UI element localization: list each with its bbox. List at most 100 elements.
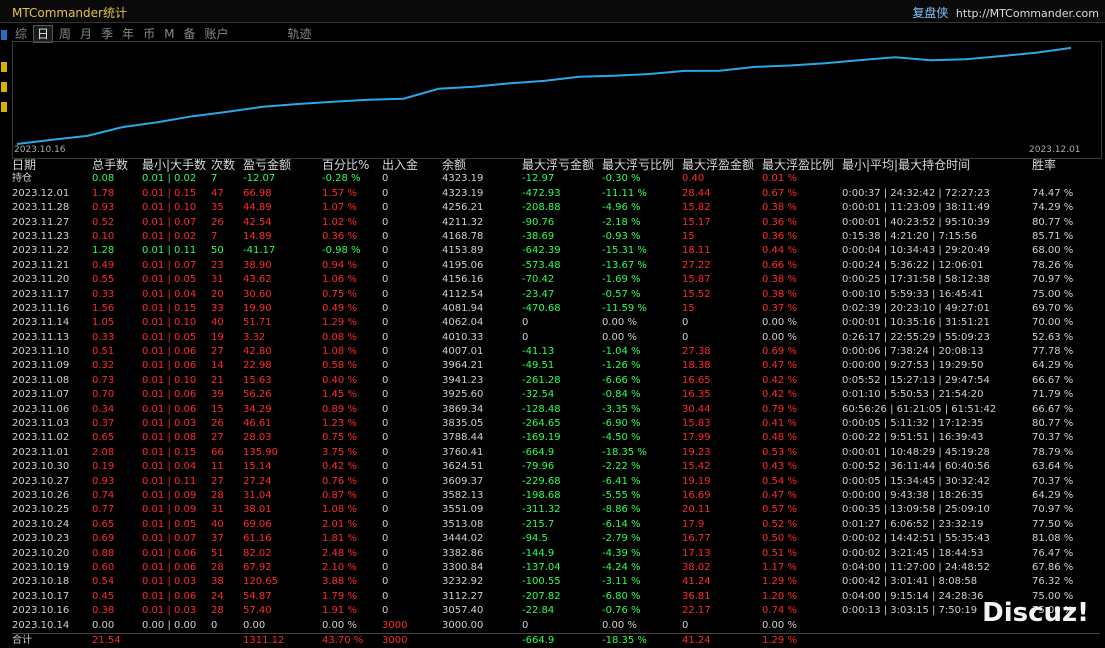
table-row[interactable]: 2023.12.01 1.78 0.01 | 0.15 47 66.98 1.57 % 0 4…	[12, 187, 1100, 201]
table-cell: 0	[522, 317, 529, 329]
table-row[interactable]: 2023.10.19 0.60 0.01 | 0.06 28 67.92 2.10 % 0 3…	[12, 561, 1100, 575]
table-cell: 15	[682, 230, 695, 242]
table-row[interactable]: 2023.10.14 0.00 0.00 | 0.00 0 0.00 0.00 % 3000…	[12, 619, 1100, 633]
table-cell: -642.39	[522, 245, 561, 257]
table-row[interactable]: 2023.10.16 0.38 0.01 | 0.03 28 57.40 1.91 % 0 3…	[12, 604, 1100, 618]
table-cell: 0.00	[243, 619, 266, 631]
table-cell: 0.34	[92, 403, 115, 415]
table-cell: 0.01 | 0.09	[142, 489, 197, 501]
column-header[interactable]: 最小|平均|最大持仓时间	[842, 158, 971, 172]
table-cell: 51	[211, 547, 224, 559]
column-header[interactable]: 次数	[211, 158, 236, 172]
table-cell: 28.44	[682, 187, 711, 199]
table-row[interactable]: 2023.11.23 0.10 0.01 | 0.02 7 14.89 0.36 % 0 41…	[12, 230, 1100, 244]
table-cell: -664.9	[522, 446, 555, 458]
table-cell: -0.98 %	[322, 245, 361, 257]
table-row[interactable]: 2023.11.13 0.33 0.01 | 0.05 19 3.32 0.08 % 0 40…	[12, 331, 1100, 345]
table-cell: 2023.11.09	[12, 360, 70, 372]
table-cell: 2.08	[92, 446, 115, 458]
tab-0[interactable]: 综	[15, 27, 28, 41]
table-cell: 26	[211, 418, 224, 430]
table-cell: 0.52	[92, 216, 115, 228]
column-header[interactable]: 最大浮盈金额	[682, 158, 755, 172]
table-cell: 0.42 %	[322, 461, 357, 473]
table-cell: -470.68	[522, 302, 561, 314]
table-row[interactable]: 2023.11.09 0.32 0.01 | 0.06 14 22.98 0.58 % 0 3…	[12, 359, 1100, 373]
table-row[interactable]: 2023.11.14 1.05 0.01 | 0.10 40 51.71 1.29 % 0 4…	[12, 316, 1100, 330]
table-row[interactable]: 2023.10.26 0.74 0.01 | 0.09 28 31.04 0.87 % 0 3…	[12, 489, 1100, 503]
column-header[interactable]: 余额	[442, 158, 467, 172]
table-cell: 0.01 | 0.11	[142, 475, 197, 487]
table-row[interactable]: 2023.11.02 0.65 0.01 | 0.08 27 28.03 0.75 % 0 3…	[12, 431, 1100, 445]
table-row[interactable]: 2023.11.22 1.28 0.01 | 0.11 50 -41.17 -0.98 %…	[12, 244, 1100, 258]
table-row[interactable]: 2023.10.20 0.88 0.01 | 0.06 51 82.02 2.48 % 0 3…	[12, 547, 1100, 561]
table-cell: 2023.11.14	[12, 317, 70, 329]
table-cell: 69.06	[243, 518, 272, 530]
tab-2[interactable]: 周	[59, 27, 72, 41]
table-cell: 0:00:25 | 17:31:58 | 58:12:38	[842, 274, 990, 286]
table-cell: 0.40 %	[322, 374, 357, 386]
column-header[interactable]: 胜率	[1032, 158, 1057, 172]
table-row[interactable]: 2023.10.24 0.65 0.01 | 0.05 40 69.06 2.01 % 0 3…	[12, 518, 1100, 532]
table-row[interactable]: 2023.10.30 0.19 0.01 | 0.04 11 15.14 0.42 % 0 3…	[12, 460, 1100, 474]
table-row[interactable]: 2023.11.06 0.34 0.01 | 0.06 15 34.29 0.89 % 0 3…	[12, 403, 1100, 417]
tab-6[interactable]: 币	[143, 27, 156, 41]
column-header[interactable]: 盈亏金额	[243, 158, 292, 172]
tab-4[interactable]: 季	[101, 27, 114, 41]
table-row[interactable]: 持仓 0.08 0.01 | 0.02 7 -12.07 -0.28 % 0 4323.19 -…	[12, 172, 1100, 186]
table-cell: 1.28	[92, 245, 115, 257]
column-header[interactable]: 最大浮亏金额	[522, 158, 595, 172]
table-row[interactable]: 2023.11.21 0.49 0.01 | 0.07 23 38.90 0.94 % 0 4…	[12, 259, 1100, 273]
table-row[interactable]: 2023.11.20 0.55 0.01 | 0.05 31 43.62 1.06 % 0 4…	[12, 273, 1100, 287]
table-row[interactable]: 2023.11.28 0.93 0.01 | 0.10 35 44.89 1.07 % 0 4…	[12, 201, 1100, 215]
tab-7[interactable]: M	[164, 27, 175, 41]
table-cell: -229.68	[522, 475, 561, 487]
tab-1[interactable]: 日	[33, 25, 54, 43]
column-header[interactable]: 最小|大手数	[142, 158, 207, 172]
table-cell: 40	[211, 317, 224, 329]
table-cell: -11.11 %	[602, 187, 647, 199]
table-cell: 74.47 %	[1032, 187, 1074, 199]
column-header[interactable]: 出入金	[382, 158, 419, 172]
tab-9[interactable]: 账户	[204, 27, 229, 41]
table-row[interactable]: 2023.11.27 0.52 0.01 | 0.07 26 42.54 1.02 % 0 4…	[12, 216, 1100, 230]
tab-5[interactable]: 年	[122, 27, 135, 41]
tab-3[interactable]: 月	[80, 27, 93, 41]
table-cell: 1.29 %	[762, 634, 797, 646]
table-cell: 64.29 %	[1032, 360, 1074, 372]
brand-url-link[interactable]: http://MTCommander.com	[955, 7, 1099, 20]
table-row[interactable]: 2023.11.08 0.73 0.01 | 0.10 21 15.63 0.40 % 0 3…	[12, 374, 1100, 388]
table-row[interactable]: 2023.11.17 0.33 0.01 | 0.04 20 30.60 0.75 % 0 4…	[12, 288, 1100, 302]
tab-8[interactable]: 备	[183, 27, 196, 41]
table-cell: 0:00:02 | 14:42:51 | 55:35:43	[842, 533, 990, 545]
table-row[interactable]: 2023.10.25 0.77 0.01 | 0.09 31 38.01 1.08 % 0 3…	[12, 503, 1100, 517]
table-cell: 28	[211, 489, 224, 501]
table-row[interactable]: 2023.11.03 0.37 0.01 | 0.03 26 46.61 1.23 % 0 3…	[12, 417, 1100, 431]
column-header[interactable]: 日期	[12, 158, 37, 172]
table-row[interactable]: 2023.11.16 1.56 0.01 | 0.15 33 19.90 0.49 % 0 4…	[12, 302, 1100, 316]
table-cell: 15.52	[682, 288, 711, 300]
table-cell: 56.26	[243, 389, 272, 401]
table-row[interactable]: 2023.11.10 0.51 0.01 | 0.06 27 42.80 1.08 % 0 4…	[12, 345, 1100, 359]
table-row[interactable]: 2023.11.07 0.70 0.01 | 0.06 39 56.26 1.45 % 0 3…	[12, 388, 1100, 402]
tab-10[interactable]: 轨迹	[287, 27, 312, 41]
column-header[interactable]: 总手数	[92, 158, 129, 172]
column-header[interactable]: 最大浮亏比例	[602, 158, 675, 172]
column-header[interactable]: 百分比%	[322, 158, 370, 172]
table-cell: 78.26 %	[1032, 259, 1074, 271]
table-row[interactable]: 2023.10.18 0.54 0.01 | 0.03 38 120.65 3.88 % 0…	[12, 575, 1100, 589]
table-cell: 0	[382, 317, 389, 329]
table-cell: 0:00:52 | 36:11:44 | 60:40:56	[842, 461, 990, 473]
table-row[interactable]: 2023.10.23 0.69 0.01 | 0.07 37 61.16 1.81 % 0 3…	[12, 532, 1100, 546]
column-header[interactable]: 最大浮盈比例	[762, 158, 835, 172]
table-row[interactable]: 2023.10.17 0.45 0.01 | 0.06 24 54.87 1.79 % 0 3…	[12, 590, 1100, 604]
table-row[interactable]: 2023.10.27 0.93 0.01 | 0.11 27 27.24 0.76 % 0 3…	[12, 475, 1100, 489]
table-cell: 41.24	[682, 634, 711, 646]
table-cell: -6.90 %	[602, 418, 641, 430]
table-cell: 22.17	[682, 605, 711, 617]
table-cell: 2023.10.23	[12, 533, 70, 545]
table-cell: 0:00:13 | 3:03:15 | 7:50:19	[842, 605, 978, 617]
table-row[interactable]: 2023.11.01 2.08 0.01 | 0.15 66 135.90 3.75 % 0…	[12, 446, 1100, 460]
total-row[interactable]: 合计 21.54 1311.12 43.70 % 3000 -664.9 -18.35 % 4…	[12, 632, 1100, 648]
table-cell: 38.01	[243, 504, 272, 516]
